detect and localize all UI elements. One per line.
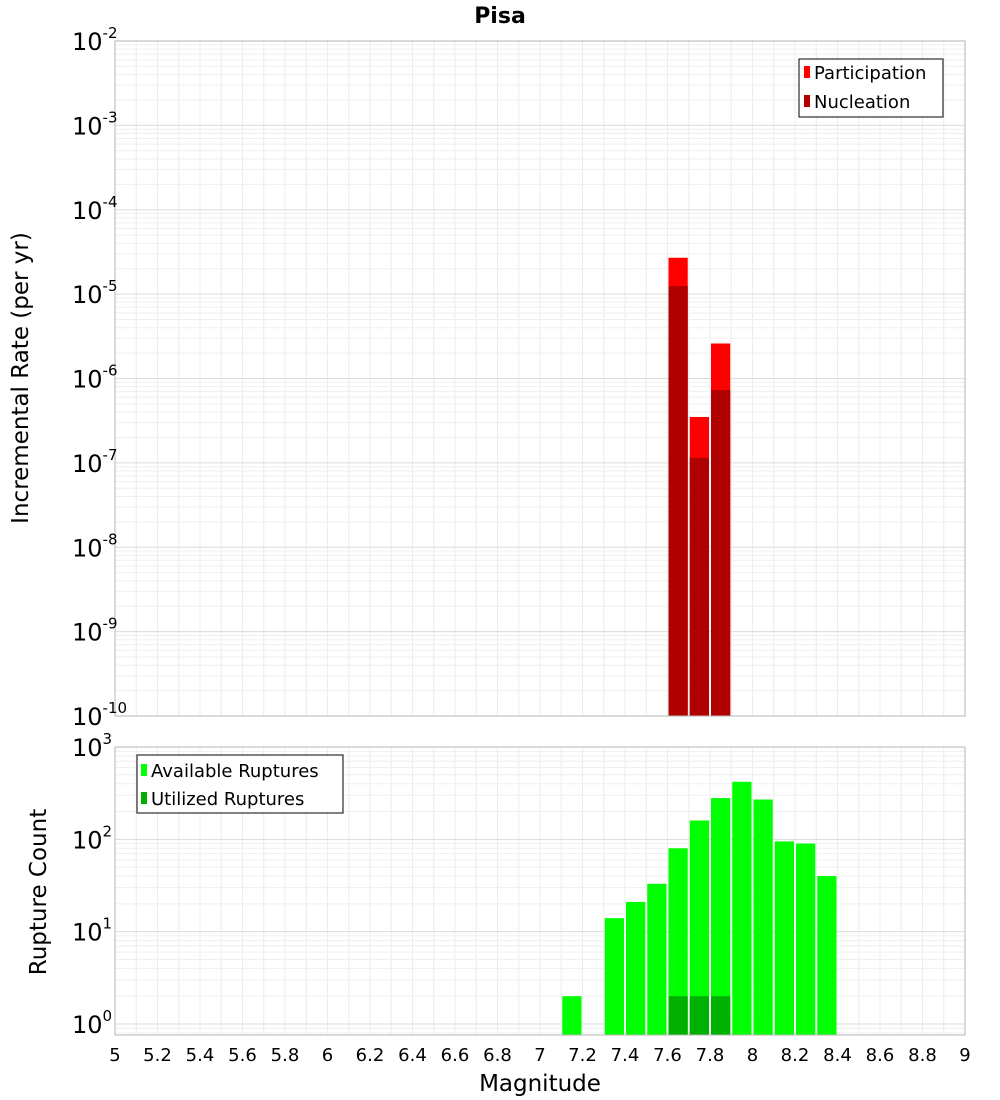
legend-swatch-participation <box>804 66 810 78</box>
x-tick-label: 5.8 <box>271 1045 300 1066</box>
x-tick-label: 8.8 <box>908 1045 937 1066</box>
bottom-bar-series0-10 <box>796 843 816 1035</box>
legend-label-participation: Participation <box>814 63 926 84</box>
top-y-tick-label: 10-3 <box>72 108 118 140</box>
bottom-bar-series0-0 <box>562 996 582 1035</box>
legend-swatch-nucleation <box>804 95 810 107</box>
bottom-bar-series0-5 <box>689 820 709 1035</box>
x-axis-label: Magnitude <box>479 1071 601 1097</box>
bottom-bar-series0-2 <box>626 901 646 1035</box>
top-y-tick-label: 10-2 <box>72 24 118 56</box>
top-y-tick-label: 10-4 <box>72 193 118 225</box>
chart-title: Pisa <box>474 4 526 29</box>
top-legend: Participation Nucleation <box>798 58 944 118</box>
top-grid <box>114 41 966 717</box>
bottom-plot-panel: 100 101 102 103 5 5.2 5.4 5.6 5.8 6 6.2 6.4 6.6 6.8 7… <box>26 730 971 1097</box>
top-y-tick-label: 10-9 <box>72 615 118 647</box>
legend-swatch-utilized <box>141 792 147 804</box>
x-tick-label: 6.6 <box>441 1045 470 1066</box>
top-y-tick-label: 10-8 <box>72 530 118 562</box>
bottom-y-tick-label: 102 <box>72 822 112 854</box>
bottom-y-tick-label: 103 <box>72 730 112 762</box>
x-tick-label: 8.4 <box>823 1045 852 1066</box>
bottom-y-axis-label: Rupture Count <box>26 809 52 975</box>
x-tick-labels: 5 5.2 5.4 5.6 5.8 6 6.2 6.4 6.6 6.8 7 7.2 7.4 7.6 7.8 8… <box>109 1045 970 1066</box>
bottom-bar-series0-1 <box>604 918 624 1035</box>
top-bars <box>668 257 731 716</box>
top-bar-series1-1 <box>689 457 709 716</box>
bottom-y-tick-label: 100 <box>72 1007 112 1039</box>
top-bar-series1-2 <box>711 390 731 716</box>
bottom-bar-series1-0 <box>668 996 688 1035</box>
bottom-plot-border <box>114 746 966 1036</box>
top-plot-border <box>114 40 966 717</box>
x-tick-label: 8 <box>747 1045 758 1066</box>
x-tick-label: 5 <box>109 1045 120 1066</box>
bottom-bar-series1-1 <box>689 996 709 1035</box>
x-tick-label: 6 <box>322 1045 333 1066</box>
x-tick-label: 5.2 <box>143 1045 172 1066</box>
bottom-bar-series0-9 <box>774 841 794 1035</box>
top-bar-series1-0 <box>668 285 688 716</box>
top-y-tick-label: 10-7 <box>72 446 118 478</box>
bottom-legend-box <box>136 754 344 814</box>
x-tick-label: 5.6 <box>228 1045 257 1066</box>
x-tick-label: 7.8 <box>696 1045 725 1066</box>
bottom-bar-series0-4 <box>668 848 688 1035</box>
top-y-tick-label: 10-5 <box>72 277 118 309</box>
bottom-legend: Available Ruptures Utilized Ruptures <box>136 754 344 814</box>
x-tick-label: 8.6 <box>866 1045 895 1066</box>
x-tick-label: 6.4 <box>398 1045 427 1066</box>
bottom-y-tick-label: 101 <box>72 915 112 947</box>
legend-label-utilized: Utilized Ruptures <box>151 789 304 810</box>
x-tick-label: 7.6 <box>653 1045 682 1066</box>
top-plot-panel: 10-10 10-9 10-8 10-7 10-6 10-5 10-4 10-3 10-2 In… <box>8 24 966 731</box>
bottom-bar-series0-11 <box>817 876 837 1035</box>
x-tick-label: 7 <box>534 1045 545 1066</box>
bottom-bar-series0-7 <box>732 781 752 1035</box>
x-tick-label: 7.2 <box>568 1045 597 1066</box>
x-tick-label: 5.4 <box>186 1045 215 1066</box>
legend-swatch-available <box>141 764 147 776</box>
top-y-tick-label: 10-6 <box>72 362 118 394</box>
legend-label-available: Available Ruptures <box>151 761 319 782</box>
bottom-bar-series0-3 <box>647 883 667 1035</box>
x-tick-label: 9 <box>959 1045 970 1066</box>
x-tick-label: 7.4 <box>611 1045 640 1066</box>
top-y-tick-label: 10-10 <box>72 699 127 731</box>
bottom-bar-series0-8 <box>753 799 773 1035</box>
x-tick-label: 8.2 <box>781 1045 810 1066</box>
x-tick-label: 6.8 <box>483 1045 512 1066</box>
top-y-axis-label: Incremental Rate (per yr) <box>8 232 34 524</box>
bottom-bar-series1-2 <box>711 996 731 1035</box>
bottom-bar-series0-6 <box>711 798 731 1035</box>
bottom-bars <box>562 781 837 1035</box>
x-tick-label: 6.2 <box>356 1045 385 1066</box>
top-y-tick-labels: 10-10 10-9 10-8 10-7 10-6 10-5 10-4 10-3 10-2 <box>72 24 127 731</box>
legend-label-nucleation: Nucleation <box>814 92 910 113</box>
bottom-y-tick-labels: 100 101 102 103 <box>72 730 112 1039</box>
top-legend-box <box>798 58 944 118</box>
